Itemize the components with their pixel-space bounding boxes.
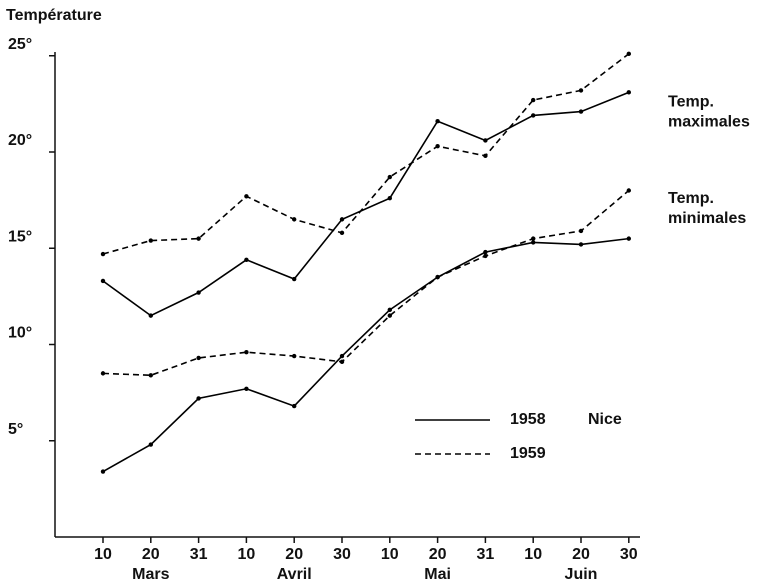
point	[626, 90, 631, 95]
point	[244, 386, 249, 391]
point	[196, 355, 201, 361]
legend-location: Nice	[588, 411, 622, 428]
point	[100, 278, 106, 284]
x-tick-label: 30	[333, 546, 351, 563]
y-tick-label: 15°	[8, 228, 32, 245]
point	[387, 174, 392, 180]
x-tick-label: 31	[477, 546, 495, 563]
legend-label: 1958	[510, 411, 546, 428]
x-tick-label: 20	[429, 546, 447, 563]
point	[531, 240, 536, 245]
x-tick-label: 20	[285, 546, 303, 563]
annotation: minimales	[668, 210, 746, 227]
y-tick-label: 5°	[8, 421, 23, 438]
point	[531, 97, 536, 103]
annotation: Temp.	[668, 94, 714, 111]
month-label: Mai	[424, 566, 451, 583]
point	[339, 359, 345, 365]
point	[196, 290, 201, 295]
x-tick-label: 10	[524, 546, 542, 563]
point	[387, 307, 392, 313]
point	[578, 109, 584, 114]
point	[148, 313, 153, 318]
point	[100, 371, 106, 376]
point	[244, 350, 249, 355]
point	[292, 217, 297, 222]
point	[100, 251, 106, 257]
x-tick-label: 31	[190, 546, 208, 563]
point	[339, 217, 345, 222]
point	[435, 119, 440, 124]
legend-label: 1959	[510, 445, 546, 462]
point	[244, 194, 249, 199]
point	[483, 253, 488, 259]
point	[483, 153, 488, 159]
annotation: Temp.	[668, 190, 714, 207]
point	[626, 188, 631, 193]
point	[531, 113, 536, 118]
point	[435, 274, 440, 280]
y-tick-label: 20°	[8, 132, 32, 149]
point	[339, 230, 345, 236]
annotation: maximales	[668, 114, 750, 131]
series-line	[102, 189, 630, 377]
point	[196, 396, 201, 401]
month-label: Avril	[277, 566, 312, 583]
x-tick-label: 30	[620, 546, 638, 563]
point	[148, 238, 153, 243]
point	[626, 236, 631, 241]
month-label: Juin	[565, 566, 598, 583]
point	[339, 353, 345, 359]
point	[148, 373, 153, 378]
chart-title: Température	[6, 7, 102, 24]
point	[531, 236, 536, 241]
x-tick-label: 10	[94, 546, 112, 563]
month-label: Mars	[132, 566, 169, 583]
point	[148, 442, 153, 447]
point	[578, 242, 584, 247]
point	[578, 228, 584, 234]
point	[578, 88, 584, 93]
point	[196, 236, 201, 241]
point	[626, 51, 631, 57]
point	[387, 313, 392, 318]
x-tick-label: 10	[238, 546, 256, 563]
y-tick-label: 10°	[8, 325, 32, 342]
series-line	[102, 53, 630, 255]
series-line	[102, 91, 630, 317]
x-tick-label: 20	[572, 546, 590, 563]
point	[483, 249, 488, 255]
point	[387, 196, 392, 201]
point	[483, 138, 488, 143]
point	[244, 257, 249, 262]
point	[100, 469, 106, 474]
point	[292, 276, 297, 282]
x-tick-label: 20	[142, 546, 160, 563]
y-tick-label: 25°	[8, 36, 32, 53]
point	[292, 353, 297, 359]
point	[292, 403, 297, 409]
point	[435, 144, 440, 149]
series-line	[102, 237, 629, 473]
x-tick-label: 10	[381, 546, 399, 563]
